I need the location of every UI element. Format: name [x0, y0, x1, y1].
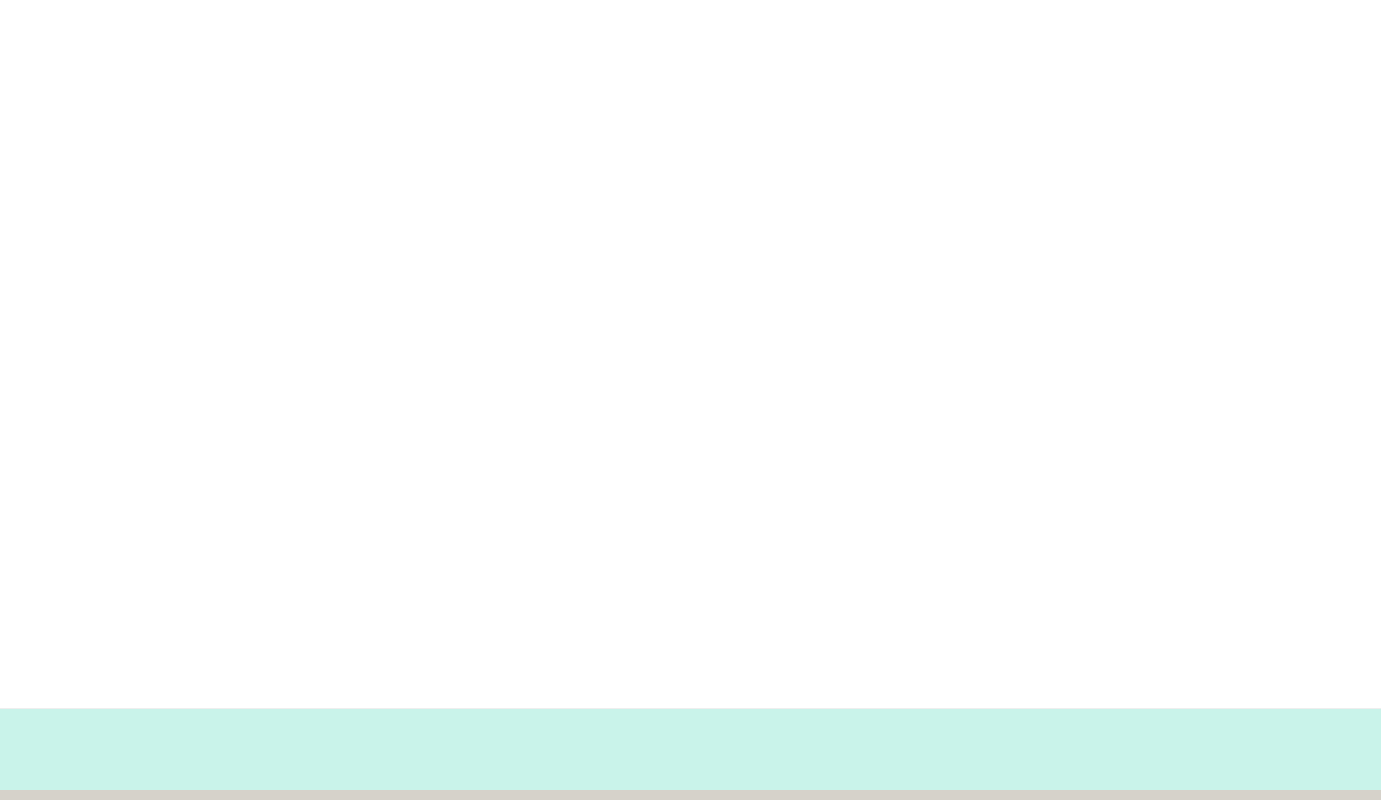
- weather-chart: [0, 0, 1381, 710]
- status-bar: [0, 790, 1381, 800]
- sensor-summary-table: [0, 708, 1381, 791]
